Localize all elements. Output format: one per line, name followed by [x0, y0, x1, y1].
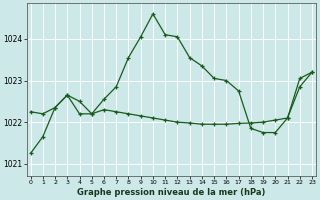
- X-axis label: Graphe pression niveau de la mer (hPa): Graphe pression niveau de la mer (hPa): [77, 188, 266, 197]
